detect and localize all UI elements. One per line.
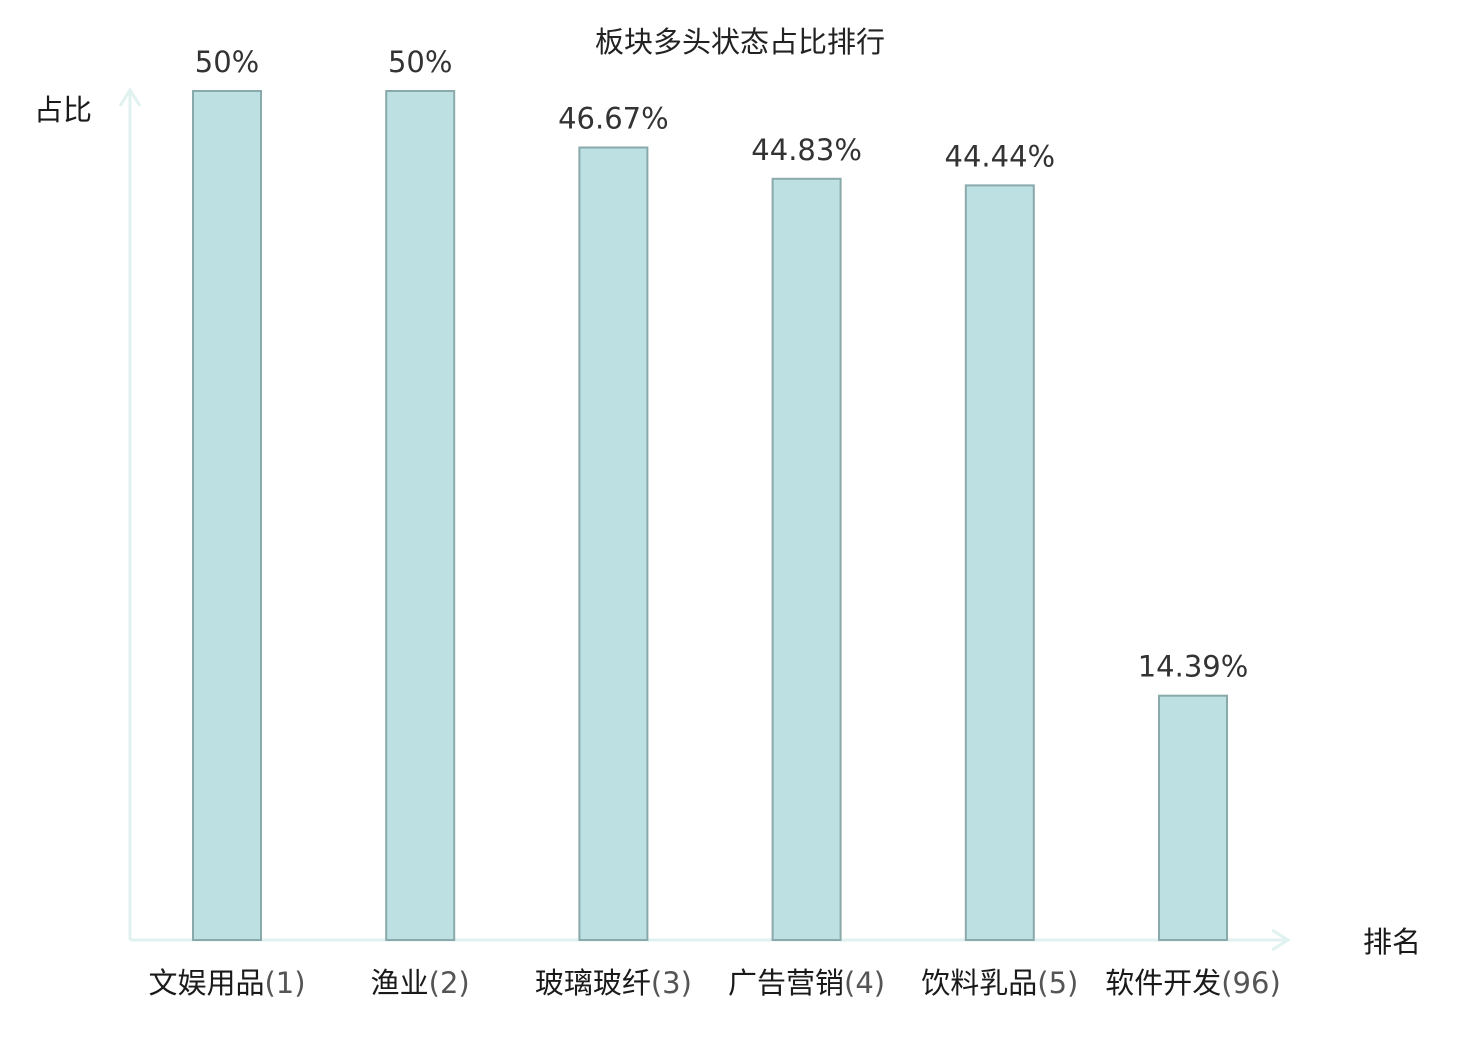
category-label: 饮料乳品(5) [921,966,1078,1000]
value-label: 44.44% [945,139,1056,173]
x-axis-arrow-icon [1271,928,1291,952]
category-label: 广告营销(4) [728,966,885,1000]
category-name: 文娱用品 [148,966,264,1000]
chart-title: 板块多头状态占比排行 [595,25,885,59]
value-labels: 50% 50% 46.67% 44.83% 44.44% 14.39% [195,45,1249,684]
bar [578,146,649,941]
value-label: 46.67% [558,102,669,136]
y-axis-arrow-icon [118,87,142,107]
category-name: 渔业 [371,966,429,1000]
value-label: 14.39% [1138,650,1249,684]
category-name: 软件开发 [1105,966,1221,1000]
bar [964,184,1035,941]
bar [192,90,262,941]
y-axis-label: 占比 [34,93,92,127]
value-label: 50% [195,45,259,79]
category-rank: (5) [1037,966,1078,1000]
value-label: 44.83% [751,133,862,167]
bar [1158,694,1228,942]
category-rank: (3) [651,966,692,1000]
category-rank: (1) [264,966,305,1000]
category-label: 玻璃玻纤(3) [535,966,692,1000]
bar [771,177,842,942]
bars [192,90,1228,942]
category-rank: (4) [844,966,885,1000]
category-labels: 文娱用品(1) 渔业(2) 玻璃玻纤(3) 广告营销(4) 饮料乳品(5) 软件开发(96… [148,966,1280,1000]
category-rank: (2) [429,966,470,1000]
category-label: 渔业(2) [371,966,470,1000]
category-label: 软件开发(96) [1105,966,1281,1000]
category-rank: (96) [1221,966,1281,1000]
category-name: 饮料乳品 [921,966,1037,1000]
category-name: 玻璃玻纤 [535,966,651,1000]
category-name: 广告营销 [728,966,844,1000]
value-label: 50% [388,45,452,79]
axes [118,87,1291,952]
x-axis-label: 排名 [1363,925,1421,959]
bar [385,90,456,941]
category-label: 文娱用品(1) [148,966,305,1000]
